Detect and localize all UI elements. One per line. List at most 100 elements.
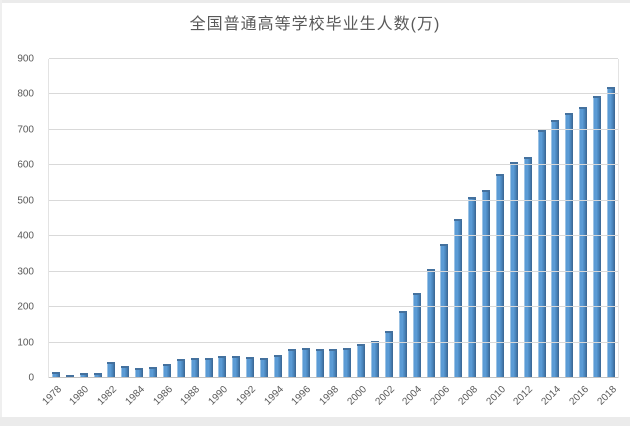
bar-slot-2009 bbox=[479, 59, 493, 378]
bar-2008 bbox=[468, 196, 477, 378]
x-tick-label-2010: 2010 bbox=[484, 384, 508, 408]
bar-slot-2002: 2002 bbox=[373, 59, 397, 408]
bar-2016 bbox=[579, 106, 588, 378]
bar-slot-1986: 1986 bbox=[151, 59, 175, 408]
y-tick-label-600: 600 bbox=[17, 159, 34, 171]
bar-1983 bbox=[121, 366, 130, 378]
bar-slot-2018: 2018 bbox=[595, 59, 619, 408]
bar-slot-2007 bbox=[451, 59, 465, 378]
bar-slot-1989 bbox=[202, 59, 216, 378]
bar-1987 bbox=[176, 359, 185, 378]
bar-slot-2000: 2000 bbox=[345, 59, 369, 408]
y-tick-label-500: 500 bbox=[17, 195, 34, 207]
bar-2003 bbox=[398, 311, 407, 378]
x-tick-label-1980: 1980 bbox=[67, 384, 92, 408]
x-tick-label-1978: 1978 bbox=[40, 384, 64, 408]
bar-slot-1988: 1988 bbox=[179, 59, 202, 408]
bar-2005 bbox=[426, 269, 435, 378]
bar-slot-2006: 2006 bbox=[429, 59, 452, 408]
bar-1993 bbox=[260, 357, 269, 378]
bar-2001 bbox=[371, 341, 380, 378]
x-tick-label-1996: 1996 bbox=[289, 384, 314, 408]
bar-slot-1987 bbox=[174, 59, 188, 378]
gridline-200 bbox=[49, 306, 618, 308]
bar-1996 bbox=[301, 348, 310, 378]
bar-slot-1996: 1996 bbox=[290, 59, 313, 408]
x-tick-label-2004: 2004 bbox=[400, 384, 425, 408]
y-tick-label-900: 900 bbox=[17, 53, 34, 65]
bar-2018 bbox=[606, 87, 615, 378]
bar-slot-1997 bbox=[313, 59, 327, 378]
gridline-900 bbox=[49, 58, 618, 59]
bar-slot-2010: 2010 bbox=[484, 59, 508, 408]
x-tick-label-1994: 1994 bbox=[262, 384, 286, 408]
y-tick-label-0: 0 bbox=[28, 372, 34, 384]
y-tick-label-800: 800 bbox=[17, 88, 34, 100]
x-tick-label-1992: 1992 bbox=[234, 384, 258, 408]
bar-1988 bbox=[190, 358, 199, 378]
bar-2006 bbox=[440, 244, 449, 378]
y-tick-label-700: 700 bbox=[17, 124, 34, 136]
bar-1979 bbox=[65, 375, 74, 378]
bar-slot-1982: 1982 bbox=[96, 59, 119, 408]
bar-1999 bbox=[343, 347, 352, 378]
bar-slot-2015 bbox=[562, 59, 576, 378]
bar-slot-1983 bbox=[118, 59, 132, 378]
bar-1980 bbox=[79, 372, 88, 378]
x-tick-label-1986: 1986 bbox=[151, 384, 175, 408]
bar-slot-1993 bbox=[257, 59, 271, 378]
image-left-border bbox=[0, 0, 2, 426]
x-tick-label-1998: 1998 bbox=[317, 384, 342, 408]
bar-slot-2011 bbox=[507, 59, 521, 378]
bar-slot-1980: 1980 bbox=[68, 59, 91, 408]
bar-1994 bbox=[273, 355, 282, 378]
y-tick-label-100: 100 bbox=[17, 337, 34, 349]
bar-1990 bbox=[218, 356, 227, 378]
bar-slot-1998: 1998 bbox=[318, 59, 341, 408]
chart-title: 全国普通高等学校毕业生人数(万) bbox=[189, 16, 441, 33]
x-tick-label-2014: 2014 bbox=[539, 384, 564, 408]
bar-2011 bbox=[509, 162, 518, 378]
bar-slot-2008: 2008 bbox=[456, 59, 480, 408]
image-top-border bbox=[0, 0, 630, 3]
x-tick-label-2016: 2016 bbox=[567, 384, 591, 408]
gridline-100 bbox=[49, 341, 618, 343]
y-tick-label-400: 400 bbox=[17, 230, 34, 242]
bar-1981 bbox=[93, 373, 102, 378]
gridline-800 bbox=[49, 93, 618, 95]
bar-slot-2003 bbox=[396, 59, 410, 378]
gridline-400 bbox=[49, 235, 618, 237]
bar-slot-1979 bbox=[63, 59, 77, 378]
bar-slot-1992: 1992 bbox=[234, 59, 258, 408]
bar-slot-2014: 2014 bbox=[540, 59, 563, 408]
x-tick-label-2008: 2008 bbox=[456, 384, 480, 408]
bar-2012 bbox=[523, 156, 532, 378]
gridline-500 bbox=[49, 199, 618, 201]
y-tick-label-300: 300 bbox=[17, 266, 34, 278]
bar-1991 bbox=[232, 356, 241, 378]
x-tick-label-1990: 1990 bbox=[206, 384, 231, 408]
bar-1997 bbox=[315, 348, 324, 378]
bar-slot-1995 bbox=[285, 59, 299, 378]
bar-2004 bbox=[412, 293, 421, 378]
bar-slot-2005 bbox=[424, 59, 438, 378]
plot-area: 1978 1980 1982 1984 1986 1988 1990 1992 1994 1996… bbox=[40, 58, 619, 408]
bar-2014 bbox=[551, 120, 560, 378]
x-tick-label-2012: 2012 bbox=[511, 384, 536, 408]
y-axis: 0 100 200 300 400 500 600 700 800 900 bbox=[0, 54, 40, 384]
bar-2013 bbox=[537, 130, 546, 378]
bar-slot-1990: 1990 bbox=[207, 59, 230, 408]
bar-1982 bbox=[107, 361, 116, 378]
x-tick-label-1982: 1982 bbox=[95, 384, 120, 408]
bar-slot-2004: 2004 bbox=[401, 59, 424, 408]
bar-slot-1981 bbox=[91, 59, 105, 378]
x-tick-label-2006: 2006 bbox=[428, 384, 453, 408]
x-tick-label-2018: 2018 bbox=[595, 384, 619, 408]
bar-slot-2001 bbox=[368, 59, 382, 378]
y-tick-label-200: 200 bbox=[17, 301, 34, 313]
bar-1984 bbox=[135, 367, 144, 378]
bar-2000 bbox=[357, 344, 366, 378]
bar-slot-2012: 2012 bbox=[512, 59, 535, 408]
bar-slot-2013 bbox=[535, 59, 549, 378]
bar-1989 bbox=[204, 357, 213, 378]
